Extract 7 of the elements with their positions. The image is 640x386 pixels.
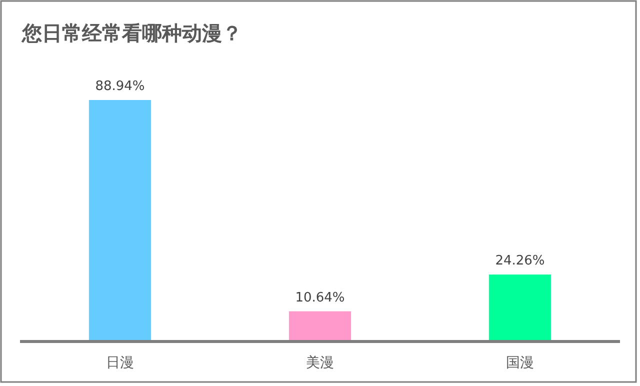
chart-title: 您日常经常看哪种动漫？ [21, 21, 242, 45]
data-label: 24.26% [495, 254, 545, 269]
x-tick-label: 国漫 [506, 355, 534, 371]
data-label: 10.64% [295, 290, 345, 306]
x-tick-label: 美漫 [306, 355, 334, 371]
data-label: 88.94% [95, 79, 145, 94]
x-tick-label: 日漫 [106, 355, 134, 371]
